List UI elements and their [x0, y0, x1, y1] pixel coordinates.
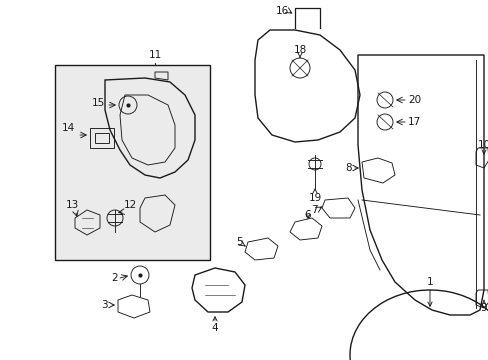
- Text: 16: 16: [275, 6, 288, 16]
- Text: 5: 5: [236, 237, 243, 247]
- Text: 17: 17: [407, 117, 420, 127]
- Text: 19: 19: [308, 189, 321, 203]
- Text: 6: 6: [304, 210, 311, 220]
- Text: 3: 3: [101, 300, 108, 310]
- Text: 18: 18: [293, 45, 306, 58]
- Text: 13: 13: [65, 200, 79, 210]
- FancyBboxPatch shape: [55, 65, 209, 260]
- Text: 7: 7: [311, 205, 317, 215]
- Bar: [95, 133, 109, 143]
- Text: 1: 1: [426, 277, 432, 306]
- Text: 8: 8: [345, 163, 351, 173]
- Text: 12: 12: [123, 200, 136, 210]
- Text: 2: 2: [111, 273, 118, 283]
- Text: 9: 9: [480, 300, 487, 313]
- Text: 4: 4: [211, 317, 218, 333]
- Text: 15: 15: [92, 98, 105, 108]
- Text: 11: 11: [148, 50, 162, 60]
- Text: 20: 20: [407, 95, 420, 105]
- Text: 10: 10: [476, 140, 488, 154]
- Text: 14: 14: [61, 123, 75, 133]
- Bar: [90, 128, 114, 148]
